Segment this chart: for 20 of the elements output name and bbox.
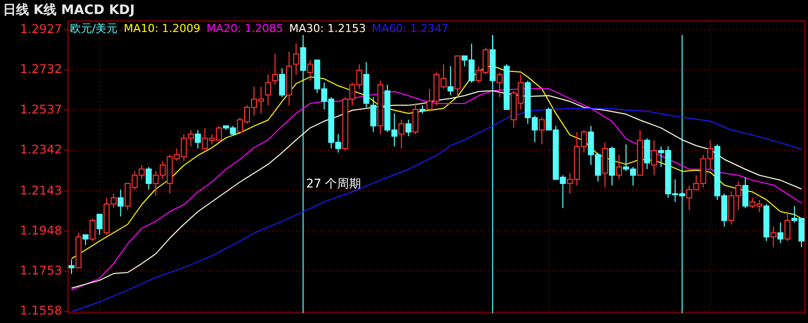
y-tick-label: 1.2927 <box>20 22 62 36</box>
y-tick-label: 1.1558 <box>20 304 62 318</box>
y-tick-label: 1.2732 <box>20 62 62 76</box>
y-tick-label: 1.2537 <box>20 102 62 116</box>
candlestick <box>651 140 658 176</box>
candlestick <box>398 119 404 149</box>
candlestick <box>616 154 622 180</box>
annotation: 27 个周期 <box>306 176 362 190</box>
line-series <box>71 108 802 312</box>
y-tick-label: 1.2143 <box>20 183 62 198</box>
y-tick-label: 1.1753 <box>20 264 62 278</box>
candlestick <box>265 74 272 106</box>
candlestick <box>770 226 776 248</box>
y-tick-label: 1.1948 <box>20 223 62 238</box>
chart-title: 日线 K线 MACD KDJ <box>3 3 135 18</box>
legend: 欧元/美元 MA10: 1.2009 MA20: 1.2085 MA30: 1.2153 MA60: 1.2347 <box>70 22 449 35</box>
y-tick-label: 1.2342 <box>20 142 62 156</box>
candlestick <box>118 189 124 217</box>
candlestick <box>286 51 292 106</box>
candlestick <box>293 43 300 75</box>
